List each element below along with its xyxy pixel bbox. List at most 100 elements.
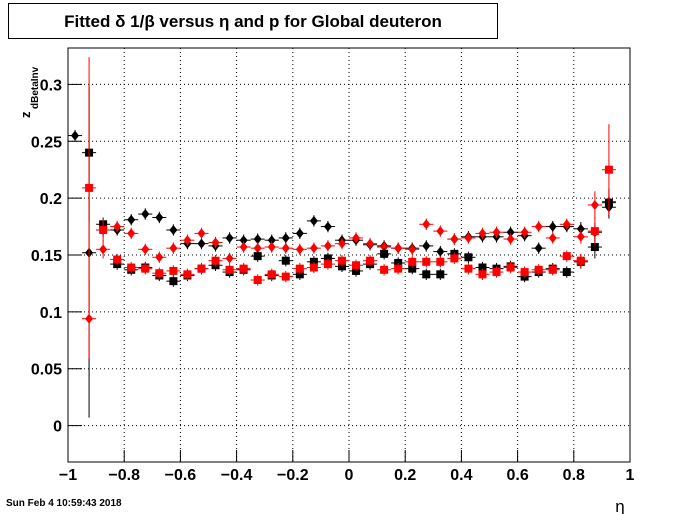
square-marker — [323, 260, 332, 269]
diamond-marker — [225, 253, 234, 264]
x-tick-label: 0.2 — [394, 467, 416, 484]
square-marker — [183, 270, 192, 279]
square-marker — [478, 263, 487, 272]
square-marker — [309, 263, 318, 272]
diamond-marker — [141, 244, 150, 255]
diamond-marker — [71, 130, 80, 141]
square-marker — [562, 268, 571, 277]
diamond-marker — [534, 243, 543, 254]
x-tick-label: 0.8 — [563, 467, 585, 484]
diamond-marker — [422, 240, 431, 251]
square-marker — [352, 261, 361, 270]
x-tick-label: −0.2 — [277, 467, 309, 484]
square-marker — [450, 254, 459, 263]
square-marker — [436, 257, 445, 266]
y-tick-label: 0.1 — [40, 305, 62, 322]
diamond-marker — [253, 243, 262, 254]
diamond-marker — [225, 232, 234, 243]
chart-title: Fitted δ 1/β versus η and p for Global d… — [64, 12, 442, 31]
x-tick-label: −1 — [59, 467, 77, 484]
square-marker — [99, 225, 108, 234]
diamond-marker — [127, 214, 136, 225]
square-marker — [548, 265, 557, 274]
diamond-marker — [562, 219, 571, 230]
diamond-marker — [99, 244, 108, 255]
square-marker — [394, 264, 403, 273]
diamond-marker — [239, 235, 248, 246]
square-marker — [590, 243, 599, 252]
x-tick-label: 0.6 — [506, 467, 528, 484]
y-tick-label: 0.3 — [40, 77, 62, 94]
diamond-marker — [436, 226, 445, 237]
y-axis-label-sub: dBetaInv — [30, 66, 41, 109]
x-tick-label: −0.6 — [165, 467, 197, 484]
y-tick-label: 0 — [53, 419, 62, 436]
diamond-marker — [576, 223, 585, 234]
square-marker — [337, 256, 346, 265]
square-marker — [281, 272, 290, 281]
diamond-marker — [323, 240, 332, 251]
diamond-marker — [548, 232, 557, 243]
square-marker — [576, 256, 585, 265]
marks — [68, 57, 616, 418]
square-marker — [380, 265, 389, 274]
square-marker — [127, 263, 136, 272]
square-marker — [408, 257, 417, 266]
square-marker — [422, 270, 431, 279]
diamond-marker — [534, 221, 543, 232]
diamond-marker — [197, 238, 206, 249]
diamond-marker — [366, 238, 375, 249]
square-marker — [169, 266, 178, 275]
square-marker — [197, 264, 206, 273]
diamond-marker — [394, 243, 403, 254]
diamond-marker — [422, 219, 431, 230]
diamond-marker — [576, 231, 585, 242]
y-tick-label: 0.25 — [31, 134, 62, 151]
diamond-marker — [183, 235, 192, 246]
diamond-marker — [408, 244, 417, 255]
diamond-marker — [492, 227, 501, 238]
x-tick-label: −0.8 — [108, 467, 140, 484]
square-marker — [239, 264, 248, 273]
diamond-marker — [169, 243, 178, 254]
square-marker — [534, 265, 543, 274]
diamond-marker — [295, 228, 304, 239]
diamond-marker — [478, 228, 487, 239]
diamond-marker — [113, 221, 122, 232]
square-marker — [464, 253, 473, 262]
diamond-marker — [548, 221, 557, 232]
square-marker — [141, 264, 150, 273]
diamond-marker — [141, 209, 150, 220]
diamond-marker — [239, 242, 248, 253]
square-marker — [478, 270, 487, 279]
diamond-marker — [506, 227, 515, 238]
x-tick-label: −0.4 — [221, 467, 253, 484]
square-marker — [436, 270, 445, 279]
diamond-marker — [309, 243, 318, 254]
square-marker — [408, 264, 417, 273]
diamond-marker — [323, 221, 332, 232]
diamond-marker — [295, 244, 304, 255]
square-marker — [562, 252, 571, 261]
y-tick-label: 0.05 — [31, 362, 62, 379]
square-marker — [85, 183, 94, 192]
diamond-marker — [436, 246, 445, 257]
y-tick-label: 0.15 — [31, 248, 62, 265]
diamond-marker — [380, 242, 389, 253]
square-marker — [267, 270, 276, 279]
diamond-marker — [281, 243, 290, 254]
square-marker — [113, 255, 122, 264]
square-marker — [422, 257, 431, 266]
diamond-marker — [337, 238, 346, 249]
square-marker — [380, 249, 389, 258]
diamond-marker — [590, 199, 599, 210]
diamond-marker — [352, 232, 361, 243]
diamond-marker — [520, 227, 529, 238]
footer-date: Sun Feb 4 10:59:43 2018 — [6, 498, 122, 509]
diamond-marker — [267, 235, 276, 246]
diamond-marker — [281, 232, 290, 243]
diamond-marker — [309, 215, 318, 226]
square-marker — [225, 265, 234, 274]
diamond-marker — [197, 228, 206, 239]
